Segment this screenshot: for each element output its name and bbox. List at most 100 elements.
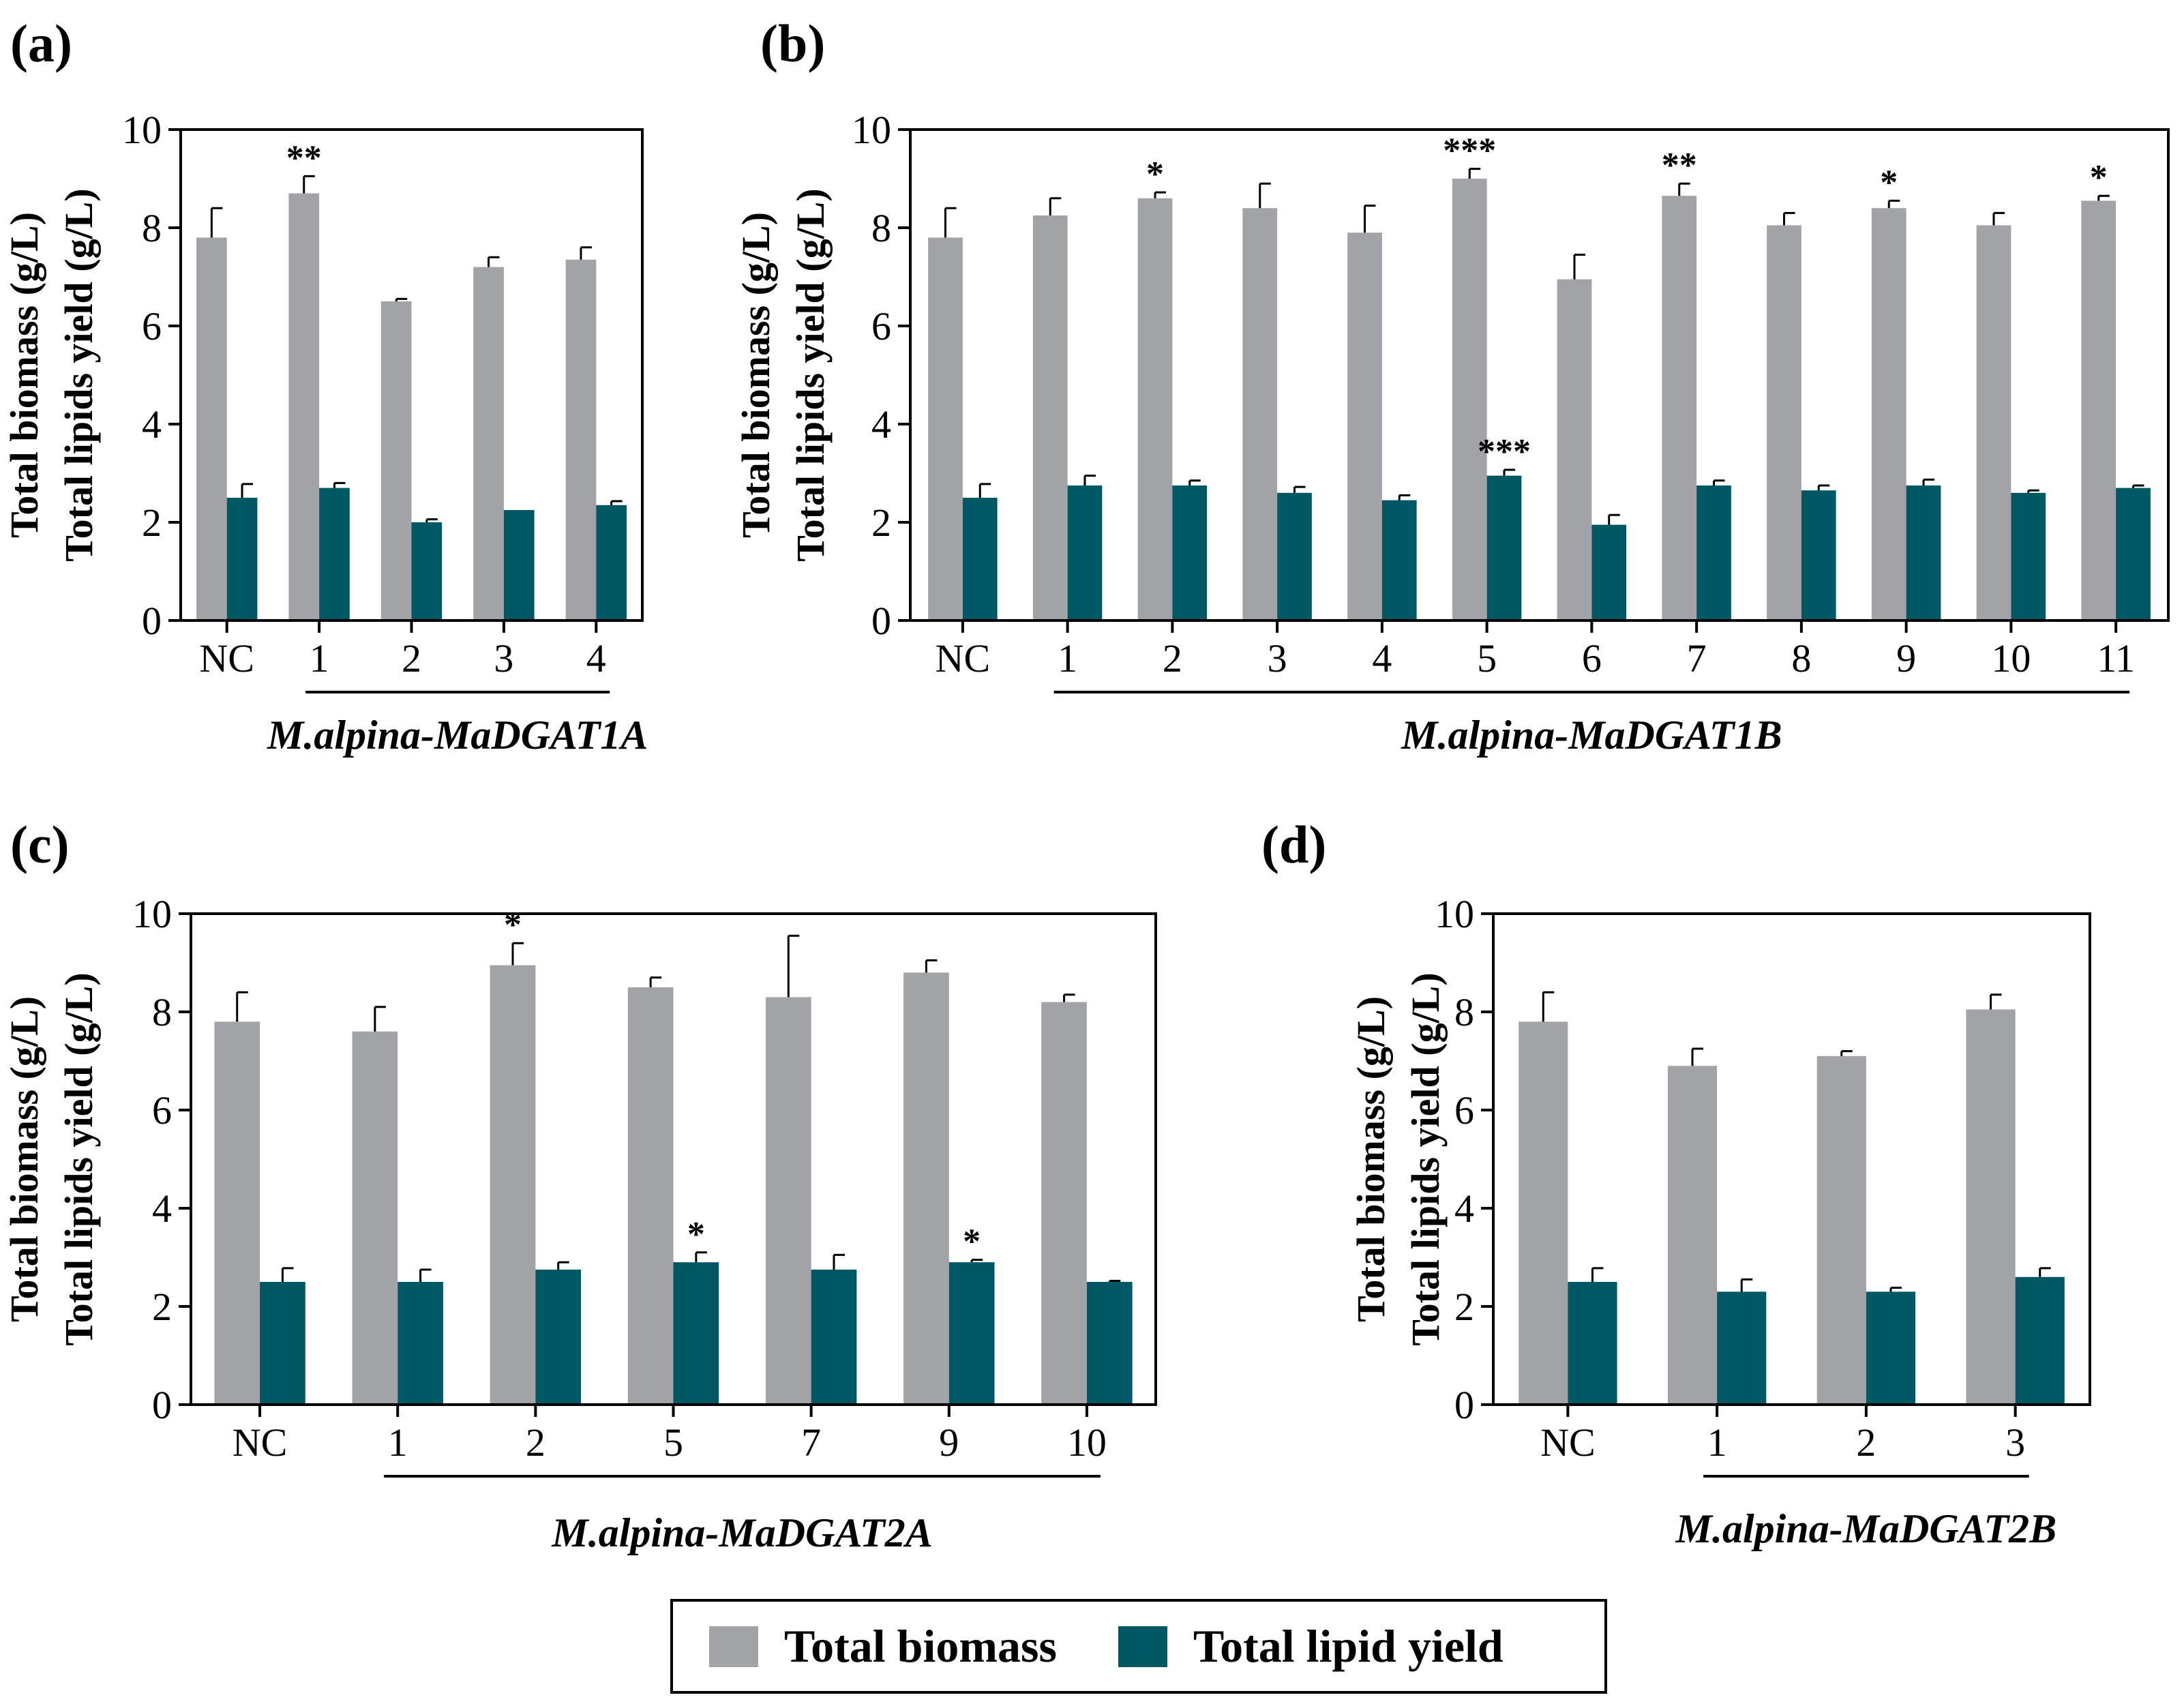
x-tick-label: 7 <box>1687 636 1707 680</box>
bar-lipid <box>503 510 535 620</box>
y-tick-label: 6 <box>871 304 891 348</box>
bar-lipid <box>1086 1282 1133 1405</box>
x-tick-label: 7 <box>801 1420 821 1465</box>
bar-lipid <box>1381 500 1417 620</box>
bar-biomass <box>380 301 412 620</box>
y-tick-label: 8 <box>142 206 162 250</box>
y-tick-label: 2 <box>152 1285 172 1329</box>
group-label: M.alpina-MaDGAT2B <box>1675 1506 2056 1551</box>
bar-lipid <box>411 522 443 620</box>
bar-biomass <box>1519 1021 1568 1405</box>
y-axis-label: Total biomass (g/L) <box>1349 996 1393 1322</box>
bar-biomass <box>214 1021 260 1405</box>
significance-mark: *** <box>1478 432 1531 471</box>
y-tick-label: 4 <box>142 402 162 447</box>
significance-mark: * <box>687 1215 705 1254</box>
x-tick-label: NC <box>233 1420 288 1465</box>
y-tick-label: 10 <box>1435 892 1474 936</box>
bar-biomass <box>765 997 811 1405</box>
bar-lipid <box>2011 492 2046 620</box>
bar-biomass <box>352 1031 398 1405</box>
y-tick-label: 6 <box>142 304 162 348</box>
x-tick-label: 11 <box>2097 636 2135 680</box>
group-label: M.alpina-MaDGAT1B <box>1401 713 1782 758</box>
panel-label: (d) <box>1261 815 1326 874</box>
bar-lipid <box>2015 1276 2065 1405</box>
significance-mark: * <box>1146 155 1164 194</box>
bar-lipid <box>1067 485 1103 620</box>
bar-lipid <box>1568 1282 1617 1405</box>
significance-mark: * <box>2090 158 2108 197</box>
bar-biomass <box>627 987 674 1405</box>
y-tick-label: 0 <box>1454 1383 1474 1427</box>
y-tick-label: 2 <box>142 500 162 545</box>
x-tick-label: 5 <box>1477 636 1497 680</box>
y-axis-label: Total biomass (g/L) <box>734 212 778 538</box>
legend: Total biomass Total lipid yield <box>670 1599 1607 1694</box>
bar-biomass <box>1976 225 2011 620</box>
x-tick-label: 10 <box>1067 1420 1107 1465</box>
bar-biomass <box>473 267 504 621</box>
significance-mark: * <box>1880 163 1898 202</box>
y-axis-label-2: Total lipids yield (g/L) <box>788 188 833 561</box>
y-tick-label: 4 <box>152 1186 172 1231</box>
bar-lipid <box>811 1270 857 1405</box>
bar-lipid <box>535 1270 582 1405</box>
x-tick-label: 1 <box>1707 1420 1727 1465</box>
bar-lipid <box>1172 485 1208 620</box>
bar-biomass <box>1816 1056 1866 1405</box>
x-tick-label: 4 <box>586 636 606 680</box>
y-tick-label: 4 <box>1454 1186 1474 1231</box>
bar-biomass <box>2081 200 2116 620</box>
y-tick-label: 0 <box>152 1383 172 1427</box>
x-tick-label: 3 <box>1268 636 1287 680</box>
bar-biomass <box>1347 233 1382 620</box>
x-tick-label: NC <box>936 636 991 680</box>
bar-biomass <box>1452 179 1487 620</box>
y-axis-label: Total biomass (g/L) <box>2 212 46 538</box>
bar-biomass <box>565 259 597 620</box>
x-tick-label: 1 <box>388 1420 408 1465</box>
plot-frame <box>1492 912 2091 1406</box>
x-tick-label: 9 <box>939 1420 959 1465</box>
significance-mark: * <box>963 1223 981 1261</box>
bar-biomass <box>1557 279 1592 620</box>
bar-lipid <box>319 488 350 620</box>
x-tick-label: 8 <box>1791 636 1811 680</box>
significance-mark: *** <box>1443 132 1496 170</box>
group-label: M.alpina-MaDGAT2A <box>551 1510 932 1555</box>
panel-d: (d) Total biomass (g/L) Total lipids yield… <box>1261 815 2091 1551</box>
bar-lipid <box>260 1282 305 1405</box>
x-tick-label: 9 <box>1896 636 1916 680</box>
bar-biomass <box>1662 196 1697 620</box>
panel-label: (a) <box>10 14 72 73</box>
x-tick-label: 10 <box>1991 636 2031 680</box>
bar-biomass <box>1032 215 1068 620</box>
bar-lipid <box>1866 1291 1916 1405</box>
bar-biomass <box>928 237 963 620</box>
y-tick-label: 10 <box>122 108 162 152</box>
y-axis-label: Total biomass (g/L) <box>2 996 46 1322</box>
x-tick-label: 2 <box>1856 1420 1876 1465</box>
bar-biomass <box>1966 1009 2016 1405</box>
y-tick-label: 2 <box>871 500 891 545</box>
y-tick-label: 8 <box>871 206 891 250</box>
y-axis-label-2: Total lipids yield (g/L) <box>57 972 101 1345</box>
bar-lipid <box>1906 485 1941 620</box>
legend-swatch-lipid <box>1118 1626 1167 1667</box>
y-tick-label: 6 <box>152 1088 172 1133</box>
y-tick-label: 0 <box>871 599 891 643</box>
bar-lipid <box>226 498 258 620</box>
x-tick-label: 2 <box>526 1420 545 1465</box>
y-axis-label-2: Total lipids yield (g/L) <box>1403 972 1448 1345</box>
y-tick-label: 6 <box>1454 1088 1474 1133</box>
bar-lipid <box>1277 492 1312 620</box>
x-tick-label: 6 <box>1582 636 1602 680</box>
panel-a: (a) Total biomass (g/L) Total lipids yield… <box>2 14 648 758</box>
panel-b: (b) Total biomass (g/L) Total lipids yield… <box>734 14 2170 758</box>
bar-biomass <box>288 193 320 621</box>
significance-mark: ** <box>1662 146 1697 185</box>
x-tick-label: NC <box>1540 1420 1596 1465</box>
y-tick-label: 8 <box>152 990 172 1034</box>
